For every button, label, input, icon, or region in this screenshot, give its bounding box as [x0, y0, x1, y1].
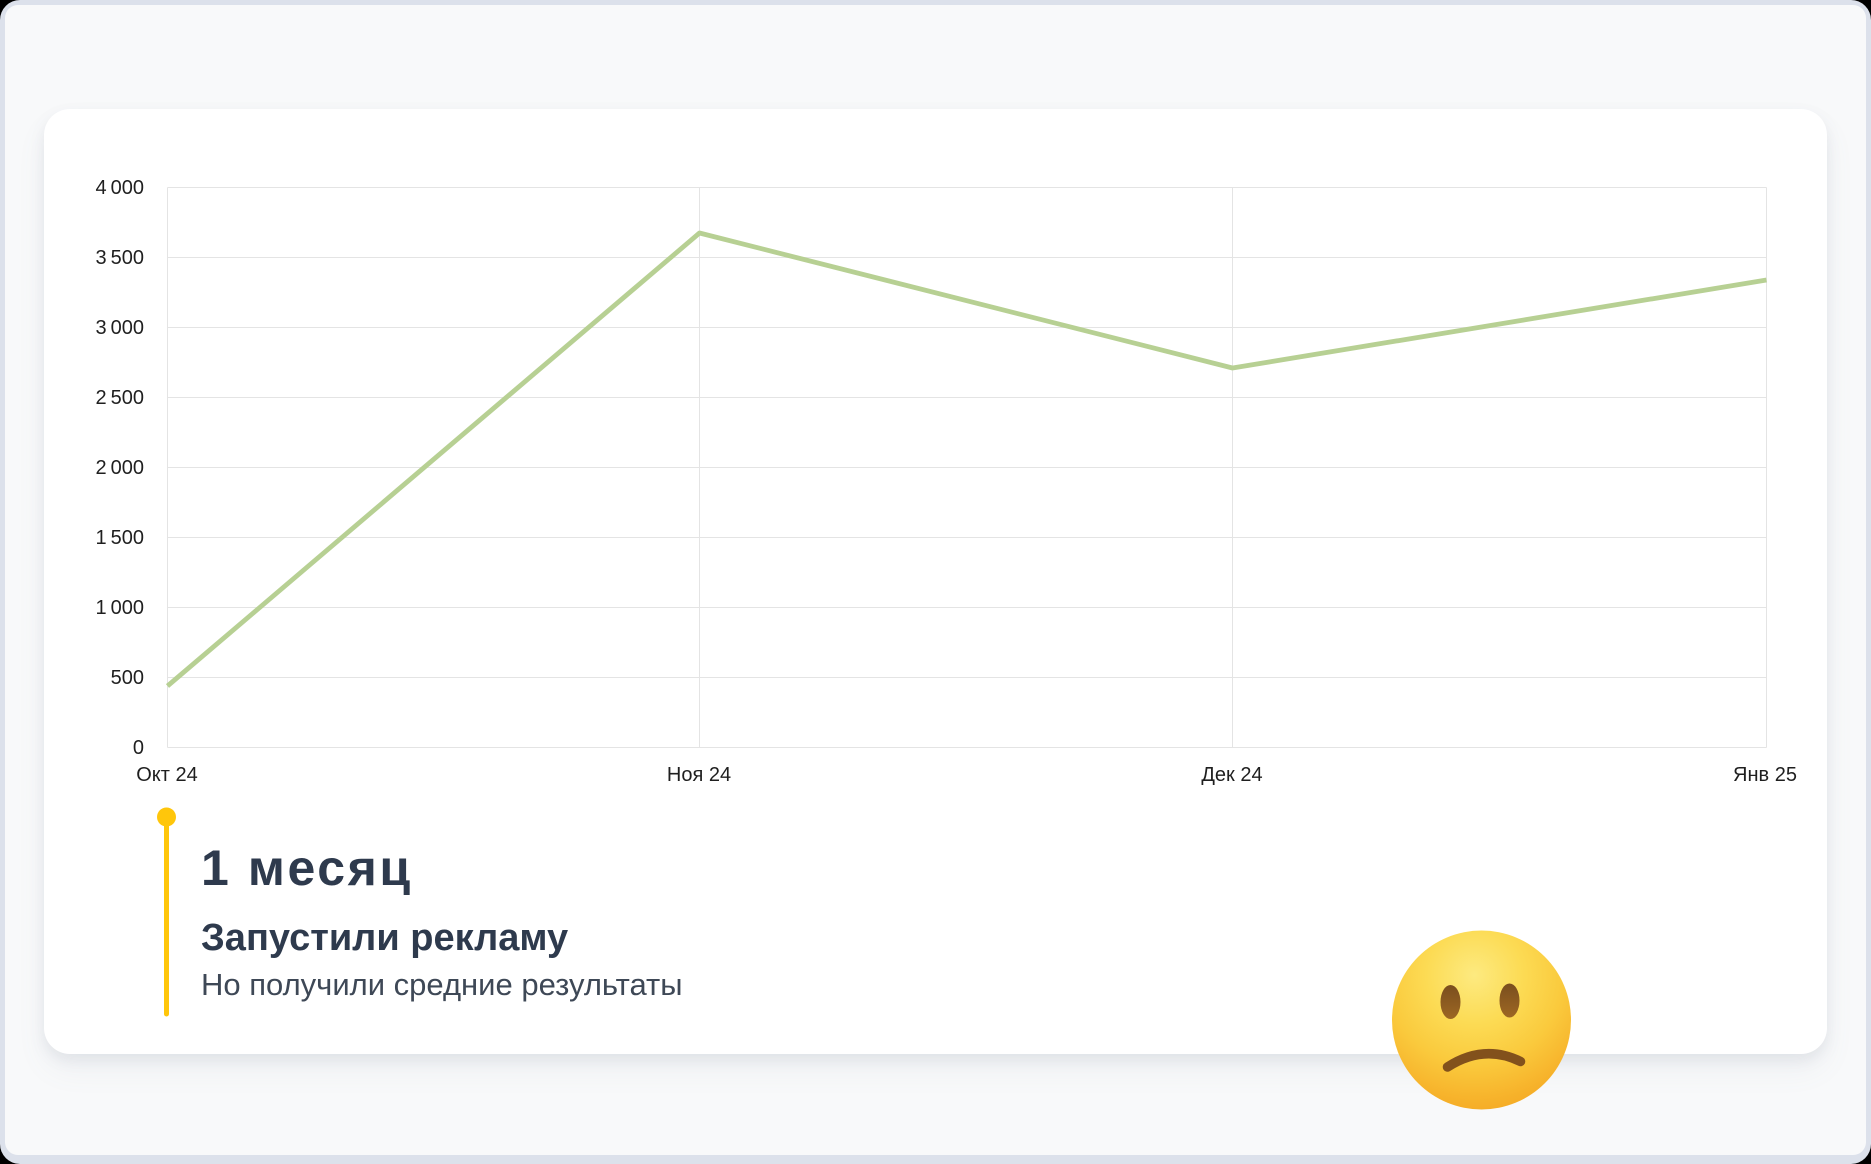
svg-text:1 500: 1 500	[96, 527, 145, 549]
svg-text:500: 500	[111, 667, 144, 689]
svg-text:Окт 24: Окт 24	[136, 764, 198, 786]
svg-text:3 500: 3 500	[96, 247, 145, 269]
svg-text:3 000: 3 000	[96, 317, 145, 339]
svg-text:2 000: 2 000	[96, 457, 145, 479]
svg-text:Ноя 24: Ноя 24	[667, 764, 731, 786]
svg-text:4 000: 4 000	[96, 177, 145, 199]
svg-text:Янв 25: Янв 25	[1733, 764, 1797, 786]
svg-text:2 500: 2 500	[96, 387, 145, 409]
svg-text:1 000: 1 000	[96, 597, 145, 619]
svg-text:Дек 24: Дек 24	[1201, 764, 1262, 786]
svg-text:0: 0	[133, 737, 144, 759]
